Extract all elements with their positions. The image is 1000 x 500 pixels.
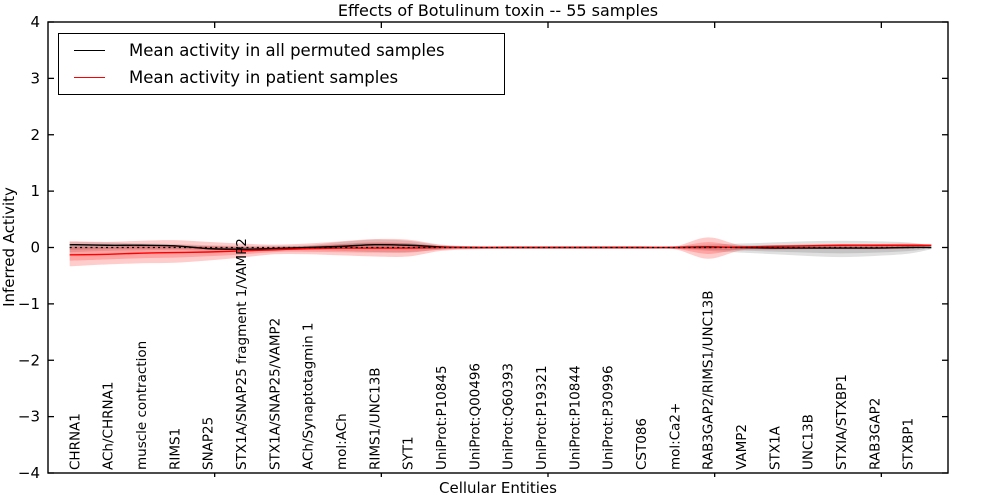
x-category-label: UniProt:Q60393	[501, 363, 517, 470]
legend-item-permuted: Mean activity in all permuted samples	[59, 37, 504, 63]
permuted-samples-band-outer	[69, 239, 932, 258]
x-category-label: SYT1	[401, 436, 417, 470]
patient-samples-band-outer	[69, 237, 932, 267]
x-category-label: UniProt:P30996	[601, 365, 617, 470]
y-tick-label: 3	[30, 69, 40, 87]
x-category-label: STX1A/SNAP25/VAMP2	[267, 318, 283, 470]
x-category-label: UNC13B	[801, 414, 817, 470]
x-category-label: CHRNA1	[67, 413, 83, 470]
x-category-label: mol:ACh	[334, 413, 350, 470]
x-category-label: STXBP1	[901, 418, 917, 470]
y-tick-label: 4	[30, 13, 40, 31]
x-category-label: mol:Ca2+	[667, 403, 683, 470]
y-tick-label: 1	[30, 182, 40, 200]
x-category-label: UniProt:P19321	[534, 365, 550, 470]
x-category-label: CST086	[634, 418, 650, 470]
x-category-label: STX1A/SNAP25 fragment 1/VAMP2	[234, 238, 250, 470]
x-category-label: VAMP2	[734, 424, 750, 470]
legend-label-permuted: Mean activity in all permuted samples	[129, 40, 445, 60]
x-category-label: RAB3GAP2	[867, 398, 883, 470]
x-category-label: UniProt:Q00496	[467, 363, 483, 470]
x-category-label: ACh/Synaptotagmin 1	[301, 322, 317, 470]
y-axis-title: Inferred Activity	[0, 187, 18, 307]
x-category-label: RAB3GAP2/RIMS1/UNC13B	[701, 291, 717, 470]
y-tick-label: 2	[30, 126, 40, 144]
y-tick-label: −1	[18, 295, 40, 313]
x-category-label: muscle contraction	[134, 341, 150, 470]
x-category-label: RIMS1/UNC13B	[367, 367, 383, 470]
legend-label-patient: Mean activity in patient samples	[129, 68, 399, 88]
legend-box: Mean activity in all permuted samples Me…	[58, 33, 505, 95]
y-tick-label: −4	[18, 464, 40, 482]
legend-item-patient: Mean activity in patient samples	[59, 65, 504, 91]
y-tick-label: −3	[18, 408, 40, 426]
x-category-label: RIMS1	[167, 428, 183, 470]
x-category-label: STXIA/STXBP1	[834, 374, 850, 470]
y-tick-label: 0	[30, 239, 40, 257]
y-tick-label: −2	[18, 351, 40, 369]
x-category-label: SNAP25	[201, 417, 217, 470]
x-category-label: ACh/CHRNA1	[101, 382, 117, 470]
patient-line-swatch-icon	[74, 77, 105, 79]
permuted-line-swatch-icon	[74, 49, 105, 51]
x-category-label: STX1A	[767, 425, 783, 470]
x-category-label: UniProt:P10845	[434, 365, 450, 470]
chart-title: Effects of Botulinum toxin -- 55 samples	[337, 1, 659, 20]
x-category-label: UniProt:P10844	[567, 365, 583, 470]
x-axis-title: Cellular Entities	[439, 479, 557, 497]
